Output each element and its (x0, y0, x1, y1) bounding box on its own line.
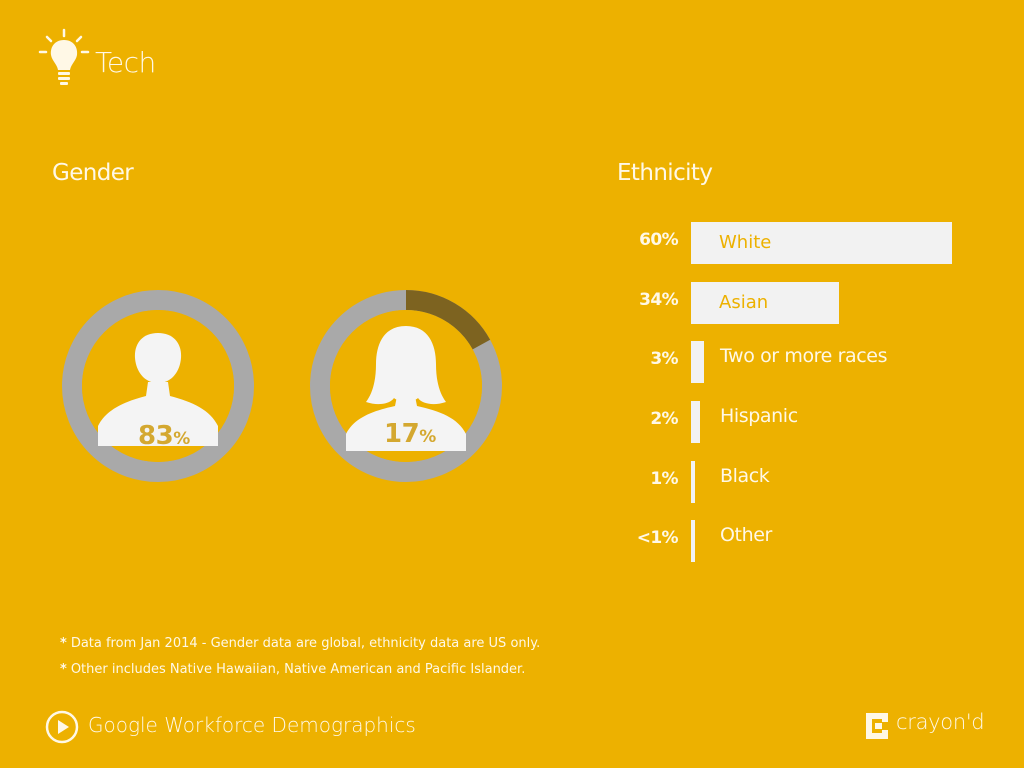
ethnicity-category-label: White (719, 232, 772, 253)
ethnicity-bar (691, 520, 695, 562)
female-percent-label: 17% (384, 419, 436, 449)
ethnicity-category-label: Other (720, 524, 772, 546)
ethnicity-bar (691, 461, 695, 503)
footnote-1: * Data from Jan 2014 - Gender data are gl… (60, 636, 541, 651)
ethnicity-bar (691, 222, 952, 264)
male-percent-label: 83% (138, 421, 190, 451)
crayond-logo-icon (866, 713, 888, 739)
gender-title: Gender (52, 160, 134, 186)
ethnicity-bar (691, 341, 704, 383)
female-ring-value (310, 290, 502, 482)
ethnicity-value-label: 1% (650, 469, 678, 489)
male-ring-track (62, 290, 254, 482)
footnote-2: * Other includes Native Hawaiian, Native … (60, 662, 526, 677)
ethnicity-category-label: Black (720, 465, 770, 487)
ethnicity-bar (691, 401, 700, 443)
ethnicity-category-label: Hispanic (720, 405, 798, 427)
brand-logo: crayon'd (896, 710, 985, 734)
male-person-icon (98, 333, 218, 446)
ethnicity-value-label: 60% (639, 230, 678, 250)
ethnicity-value-label: 34% (639, 290, 678, 310)
ethnicity-bar (691, 282, 839, 324)
play-icon[interactable] (45, 710, 79, 744)
female-person-icon (346, 326, 466, 451)
lightbulb-icon (38, 28, 90, 85)
ethnicity-category-label: Two or more races (720, 345, 888, 367)
male-donut-chart (62, 290, 254, 482)
female-donut-chart (310, 290, 502, 482)
footer-title: Google Workforce Demographics (88, 713, 416, 737)
ethnicity-value-label: 2% (650, 409, 678, 429)
ethnicity-category-label: Asian (719, 292, 769, 313)
ethnicity-value-label: <1% (636, 528, 679, 548)
ethnicity-value-label: 3% (650, 349, 678, 369)
ethnicity-title: Ethnicity (617, 160, 713, 186)
page-title: Tech (95, 46, 156, 79)
